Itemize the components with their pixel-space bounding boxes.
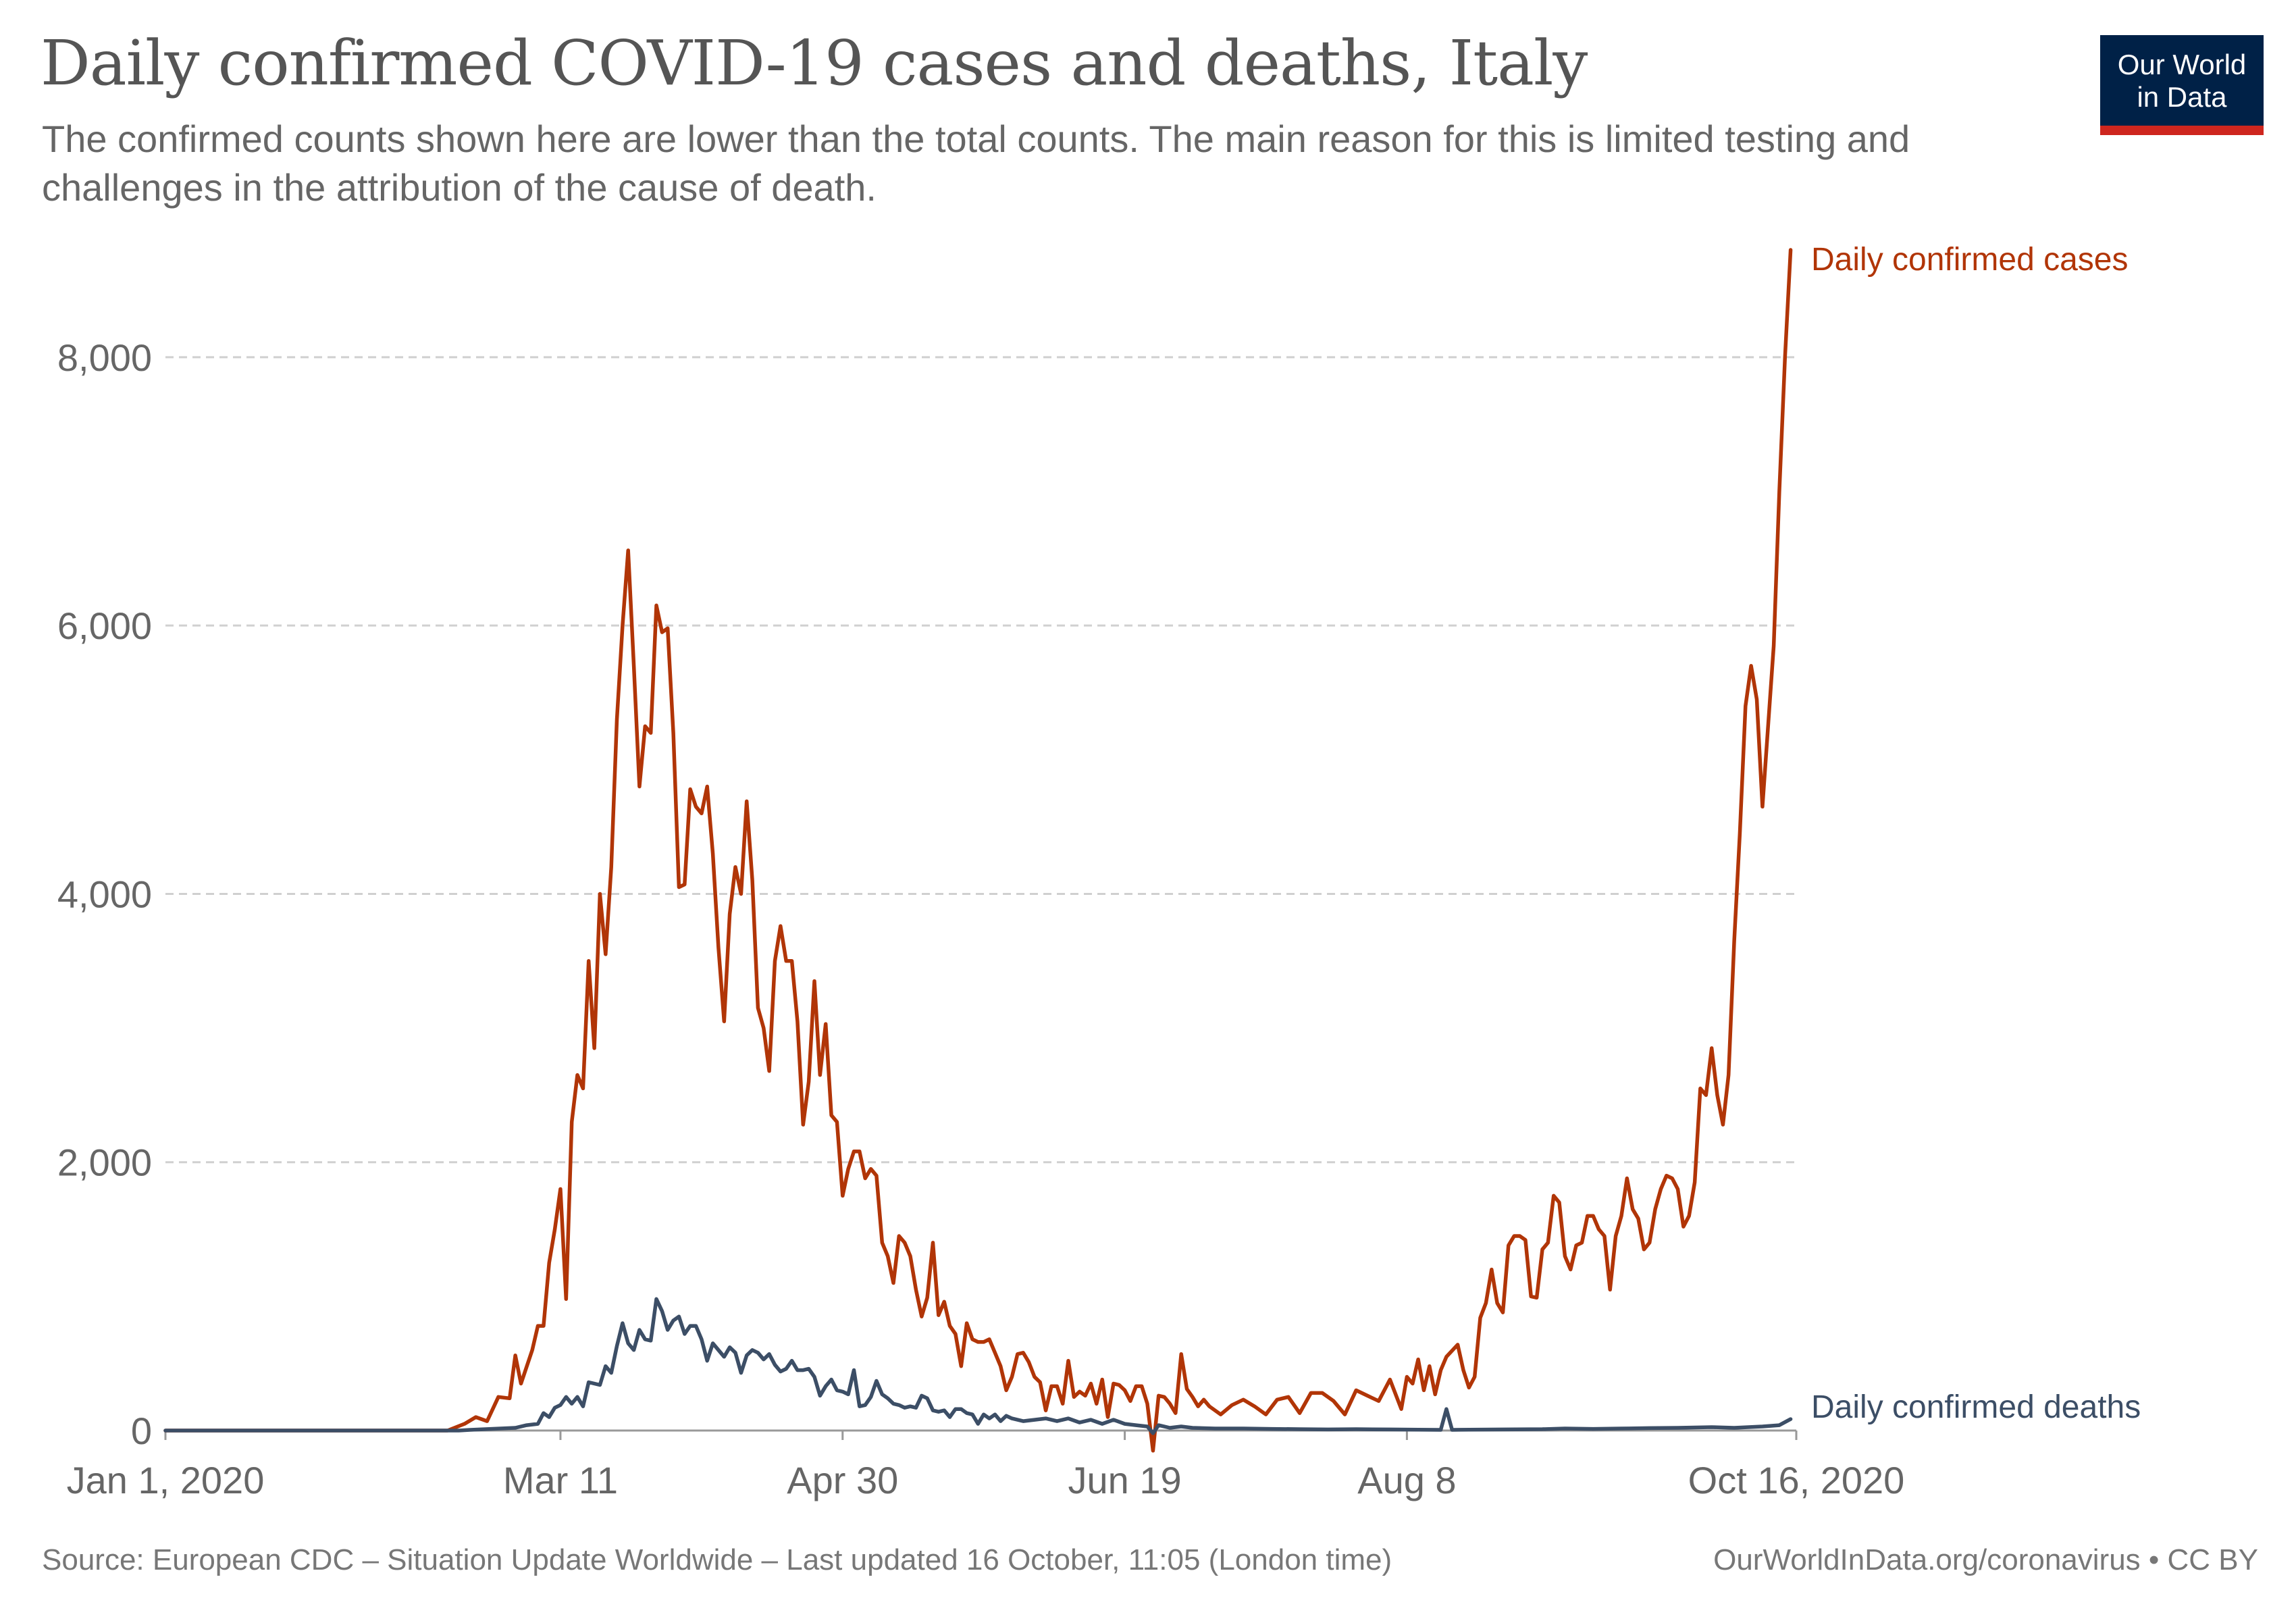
y-tick-label: 2,000 (57, 1141, 152, 1184)
y-tick-label: 6,000 (57, 604, 152, 647)
series-line-deaths (163, 1297, 1793, 1435)
gridlines (165, 356, 1796, 1432)
series-labels: Daily confirmed cases Daily confirmed dea… (1811, 242, 2141, 1425)
series-lines (163, 248, 1793, 1453)
source-note: Source: European CDC – Situation Update … (42, 1543, 1392, 1576)
x-tick-label: Aug 8 (1357, 1459, 1456, 1501)
series-label-deaths: Daily confirmed deaths (1811, 1389, 2141, 1425)
owid-logo[interactable]: Our World in Data (2100, 35, 2264, 135)
y-tick-label: 0 (131, 1410, 152, 1452)
x-tick-label: Jun 19 (1068, 1459, 1182, 1501)
x-axis: Jan 1, 2020 Mar 11 Apr 30 Jun 19 Aug 8 Oct 16… (67, 1431, 1905, 1501)
x-tick-label: Jan 1, 2020 (67, 1459, 265, 1501)
series-label-cases: Daily confirmed cases (1811, 242, 2129, 278)
x-tick-label: Oct 16, 2020 (1688, 1459, 1905, 1501)
x-tick-label: Apr 30 (787, 1459, 898, 1501)
chart-title: Daily confirmed COVID-19 cases and death… (41, 27, 1588, 99)
series-line-cases (163, 248, 1793, 1453)
y-tick-label: 4,000 (57, 873, 152, 915)
source-url[interactable]: OurWorldInData.org/coronavirus • CC BY (1713, 1543, 2258, 1576)
logo-line-2: in Data (2137, 81, 2227, 113)
chart-subtitle: The confirmed counts shown here are lowe… (42, 118, 1910, 209)
logo-line-1: Our World (2117, 49, 2247, 80)
y-axis: 0 2,000 4,000 6,000 8,000 (57, 336, 152, 1452)
y-tick-label: 8,000 (57, 336, 152, 379)
x-tick-label: Mar 11 (503, 1459, 618, 1501)
